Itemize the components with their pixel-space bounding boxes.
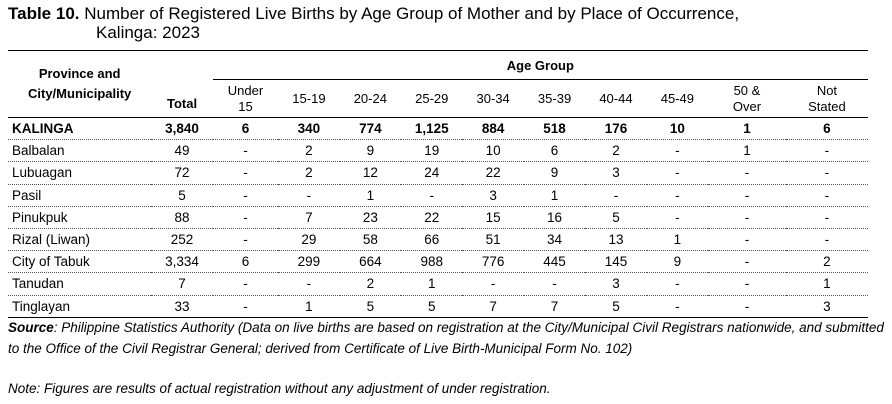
header-35-39: 35-39 <box>537 90 572 106</box>
table-row: Pasil 5 - - 1 - 3 1 - - - - <box>8 184 868 207</box>
header-15-19: 15-19 <box>292 90 326 106</box>
header-30-34: 30-34 <box>476 90 510 106</box>
header-under15: Under 15 <box>227 82 264 114</box>
table-row: Lubuagan 72 - 2 12 24 22 9 3 - - - <box>8 161 868 185</box>
header-40-44: 40-44 <box>599 90 633 106</box>
header-age-group: Age Group <box>212 50 868 80</box>
table-number: Table 10. <box>8 4 80 23</box>
header-province: Province and City/Municipality <box>8 50 152 118</box>
table-row: Rizal (Liwan) 252 - 29 58 66 51 34 13 1 … <box>8 228 868 252</box>
source-label: Source <box>8 320 54 335</box>
table-title: Table 10. Number of Registered Live Birt… <box>8 4 888 42</box>
table-row: Tinglayan 33 - 1 5 5 7 7 5 - - 3 <box>8 295 868 318</box>
header-total: Total <box>151 50 213 118</box>
header-25-29: 25-29 <box>415 90 449 106</box>
header-not-stated: Not Stated <box>808 82 846 114</box>
header-20-24: 20-24 <box>353 90 387 106</box>
table-row: Tanudan 7 - - 2 1 - - 3 - - 1 <box>8 272 868 296</box>
header-50-over: 50 & Over <box>732 82 762 114</box>
births-table: Province and City/Municipality Total Age… <box>8 50 868 318</box>
table-row: KALINGA 3,840 6 340 774 1,125 884 518 17… <box>8 116 868 141</box>
title-line2: Kalinga: 2023 <box>96 23 200 42</box>
title-text: Number of Registered Live Births by Age … <box>84 4 740 23</box>
table-row: Pinukpuk 88 - 7 23 22 15 16 5 - - - <box>8 206 868 229</box>
table-row: Balbalan 49 - 2 9 19 10 6 2 - 1 - <box>8 139 868 163</box>
table-row: City of Tabuk 3,334 6 299 664 988 776 44… <box>8 250 868 274</box>
source-text: : Philippine Statistics Authority (Data … <box>8 320 884 356</box>
source-note: Source: Philippine Statistics Authority … <box>8 317 888 359</box>
header-45-49: 45-49 <box>660 90 694 106</box>
footnote: Note: Figures are results of actual regi… <box>8 381 551 396</box>
